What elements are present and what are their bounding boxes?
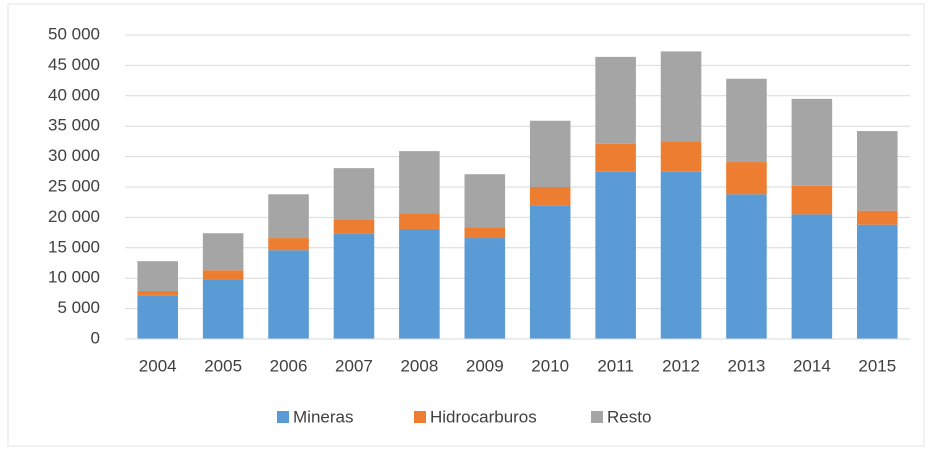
bar-segment	[660, 141, 702, 172]
bar-segment	[268, 250, 309, 339]
bar-segment	[660, 51, 702, 142]
bar-segment	[595, 143, 636, 172]
bar-segment	[137, 295, 178, 339]
bar-segment	[464, 174, 506, 228]
y-tick-label: 25 000	[48, 176, 100, 195]
legend-swatch	[591, 411, 603, 423]
bar-segment	[268, 194, 309, 239]
x-tick-label: 2006	[270, 356, 308, 375]
y-tick-label: 15 000	[48, 237, 100, 256]
bar-segment	[791, 214, 833, 339]
bar-segment	[202, 270, 244, 280]
bar-segment	[399, 228, 440, 339]
x-tick-label: 2013	[728, 356, 766, 375]
bar-segment	[399, 213, 440, 229]
x-tick-label: 2010	[531, 356, 569, 375]
legend-swatch	[277, 411, 289, 423]
bar-segment	[529, 187, 571, 206]
x-tick-label: 2007	[335, 356, 373, 375]
y-tick-label: 10 000	[48, 268, 100, 287]
bar-segment	[857, 131, 898, 211]
bar-segment	[333, 219, 375, 234]
bar-segment	[529, 120, 571, 187]
bar-segment	[791, 98, 833, 186]
x-tick-label: 2014	[793, 356, 831, 375]
bar-segment	[595, 171, 636, 339]
y-tick-label: 50 000	[48, 24, 100, 43]
y-tick-label: 35 000	[48, 116, 100, 135]
bar-segment	[726, 162, 767, 195]
legend-label: Hidrocarburos	[430, 407, 537, 426]
bar-segment	[726, 194, 767, 339]
bar-segment	[529, 205, 571, 339]
legend-label: Resto	[607, 407, 651, 426]
bar-segment	[595, 56, 636, 144]
bar-segment	[464, 238, 506, 339]
bar-segment	[660, 171, 702, 339]
y-tick-label: 45 000	[48, 55, 100, 74]
bar-segment	[726, 78, 767, 163]
bar-segment	[137, 261, 178, 291]
bar-segment	[857, 210, 898, 225]
bar-segment	[333, 168, 375, 220]
chart-frame	[7, 3, 925, 447]
x-tick-label: 2012	[662, 356, 700, 375]
bar-segment	[137, 290, 178, 296]
bar-segment	[857, 224, 898, 339]
bar-segment	[268, 238, 309, 251]
bar-segment	[202, 279, 244, 339]
y-tick-label: 30 000	[48, 146, 100, 165]
bar-segment	[202, 233, 244, 271]
x-tick-label: 2011	[597, 356, 634, 375]
y-tick-label: 0	[91, 328, 100, 347]
bar-segment	[464, 227, 506, 239]
x-tick-label: 2008	[400, 356, 438, 375]
bar-segment	[791, 185, 833, 215]
legend-label: Mineras	[293, 407, 353, 426]
x-tick-label: 2009	[466, 356, 504, 375]
x-tick-label: 2015	[858, 356, 896, 375]
legend-swatch	[414, 411, 426, 423]
bar-segment	[333, 233, 375, 339]
y-tick-label: 20 000	[48, 207, 100, 226]
x-tick-label: 2005	[204, 356, 242, 375]
bar-segment	[399, 151, 440, 214]
y-tick-label: 40 000	[48, 85, 100, 104]
y-tick-label: 5 000	[57, 298, 100, 317]
x-tick-label: 2004	[139, 356, 177, 375]
